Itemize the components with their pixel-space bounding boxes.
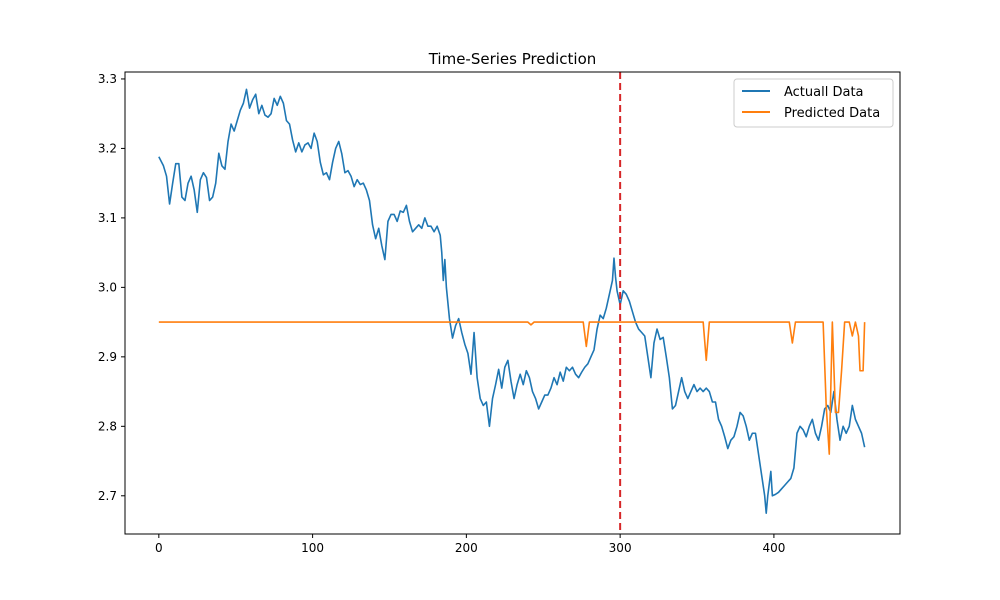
x-tick-label: 400: [762, 541, 785, 555]
y-tick-label: 3.2: [98, 141, 117, 155]
chart-title: Time-Series Prediction: [428, 50, 597, 68]
axes: 0 100 200 300 400 2.7 2.8 2.9 3.0 3.1 3.2 3.3: [98, 71, 901, 555]
legend: Actuall Data Predicted Data: [733, 78, 894, 128]
legend-box: [733, 78, 894, 128]
y-tick-label: 2.8: [98, 419, 117, 433]
x-tick-label: 0: [155, 541, 163, 555]
y-tick-label: 3.1: [98, 211, 117, 225]
y-tick-label: 3.3: [98, 72, 117, 86]
series-line-actual: [158, 88, 866, 514]
legend-label: Actuall Data: [784, 85, 864, 100]
x-tick-label: 200: [455, 541, 478, 555]
y-tick-label: 3.0: [98, 280, 117, 294]
plot-area: [158, 72, 866, 534]
x-tick-label: 300: [609, 541, 632, 555]
y-tick-label: 2.7: [98, 489, 117, 503]
x-tick-label: 100: [301, 541, 324, 555]
y-tick-label: 2.9: [98, 350, 117, 364]
axes-frame: [124, 71, 901, 535]
series-line-predicted: [158, 321, 866, 455]
legend-label: Predicted Data: [784, 106, 880, 121]
